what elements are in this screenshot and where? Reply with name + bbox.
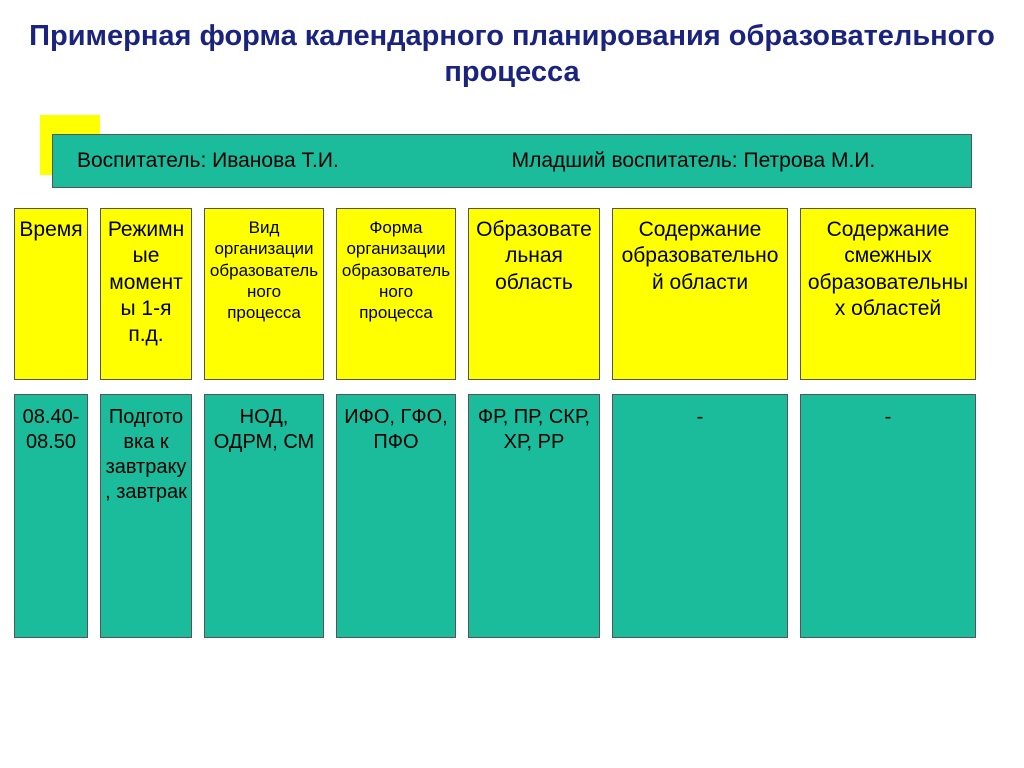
table-cell: ФР, ПР, СКР, ХР, РР — [468, 394, 600, 638]
table-cell: 08.40-08.50 — [14, 394, 88, 638]
table-header-cell: Образовательная область — [468, 208, 600, 380]
table-header-cell: Содержание образовательной области — [612, 208, 788, 380]
table-header-cell: Время — [14, 208, 88, 380]
table-cell: ИФО, ГФО, ПФО — [336, 394, 456, 638]
staff-secondary: Младший воспитатель: Петрова М.И. — [494, 149, 971, 173]
table-header-row: Время Режимные моменты 1-я п.д. Вид орга… — [14, 208, 1012, 380]
staff-bar: Воспитатель: Иванова Т.И. Младший воспит… — [52, 134, 972, 188]
page-title: Примерная форма календарного планировани… — [0, 18, 1024, 91]
table-header-cell: Вид организации образовательного процесс… — [204, 208, 324, 380]
table-header-cell: Форма организации образовательного проце… — [336, 208, 456, 380]
table-data-row: 08.40-08.50 Подготовка к завтраку, завтр… — [14, 394, 1012, 638]
table-cell: - — [612, 394, 788, 638]
table-cell: - — [800, 394, 976, 638]
table-header-cell: Содержание смежных образовательных облас… — [800, 208, 976, 380]
table-header-cell: Режимные моменты 1-я п.д. — [100, 208, 192, 380]
table-cell: Подготовка к завтраку, завтрак — [100, 394, 192, 638]
staff-primary: Воспитатель: Иванова Т.И. — [53, 149, 494, 173]
table-cell: НОД, ОДРМ, СМ — [204, 394, 324, 638]
